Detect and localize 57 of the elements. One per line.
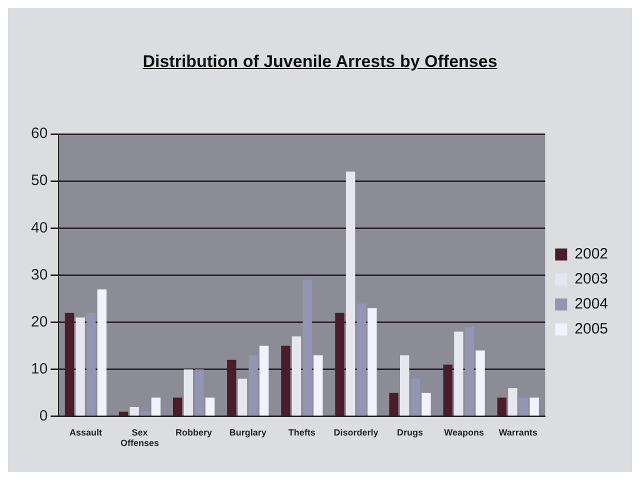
bar: [346, 172, 356, 416]
bar: [368, 308, 377, 416]
bar: [356, 303, 366, 416]
bar: [410, 378, 420, 416]
y-tick-label: 30: [30, 266, 48, 284]
y-tick-label: 10: [30, 360, 48, 378]
bar: [508, 388, 518, 416]
bar: [518, 398, 528, 416]
x-tick-label: Drugs: [397, 427, 424, 438]
bar: [400, 355, 410, 416]
x-tick-label: Burglary: [229, 427, 266, 438]
bar: [86, 312, 96, 416]
y-tick-label: 0: [39, 408, 48, 425]
bar: [151, 398, 161, 416]
bar: [194, 369, 204, 416]
bar: [184, 369, 193, 416]
bar: [64, 312, 74, 416]
bar: [248, 355, 258, 416]
bar: [530, 398, 539, 416]
x-tick-label: Sex Offenses: [120, 427, 160, 448]
bar: [205, 398, 215, 416]
bar: [140, 412, 150, 416]
bar: [454, 332, 464, 416]
legend-label: 2002: [574, 246, 608, 263]
bar: [259, 346, 269, 416]
bar: [443, 364, 452, 416]
x-tick-label: Assault: [69, 427, 102, 438]
bar: [281, 346, 290, 416]
bar: [314, 355, 323, 416]
bar: [227, 360, 236, 416]
chart-title: Distribution of Juvenile Arrests by Offenses: [142, 52, 498, 71]
bar: [130, 406, 139, 416]
legend-label: 2005: [574, 320, 608, 338]
x-tick-label: Weapons: [444, 427, 484, 438]
bar: [173, 398, 182, 416]
legend-label: 2003: [574, 270, 608, 288]
bar: [464, 326, 474, 416]
bar: [76, 318, 85, 416]
bar: [476, 350, 485, 416]
x-tick-label: Robbery: [176, 427, 212, 438]
bar: [118, 412, 128, 416]
y-tick-label: 40: [30, 219, 48, 236]
x-tick-label: Disorderly: [334, 427, 378, 438]
bar: [292, 336, 302, 416]
x-tick-label: Thefts: [288, 427, 316, 438]
bar: [302, 280, 312, 416]
x-tick-label: Warrants: [498, 427, 538, 438]
legend-label: 2004: [574, 296, 608, 313]
bar: [335, 312, 344, 416]
bar: [389, 392, 398, 416]
bar: [97, 289, 107, 416]
bar: [422, 392, 431, 416]
y-tick-label: 20: [30, 313, 48, 330]
bar: [238, 378, 248, 416]
y-tick-label: 60: [30, 125, 48, 142]
y-tick-label: 50: [30, 172, 48, 190]
bar: [497, 398, 506, 416]
